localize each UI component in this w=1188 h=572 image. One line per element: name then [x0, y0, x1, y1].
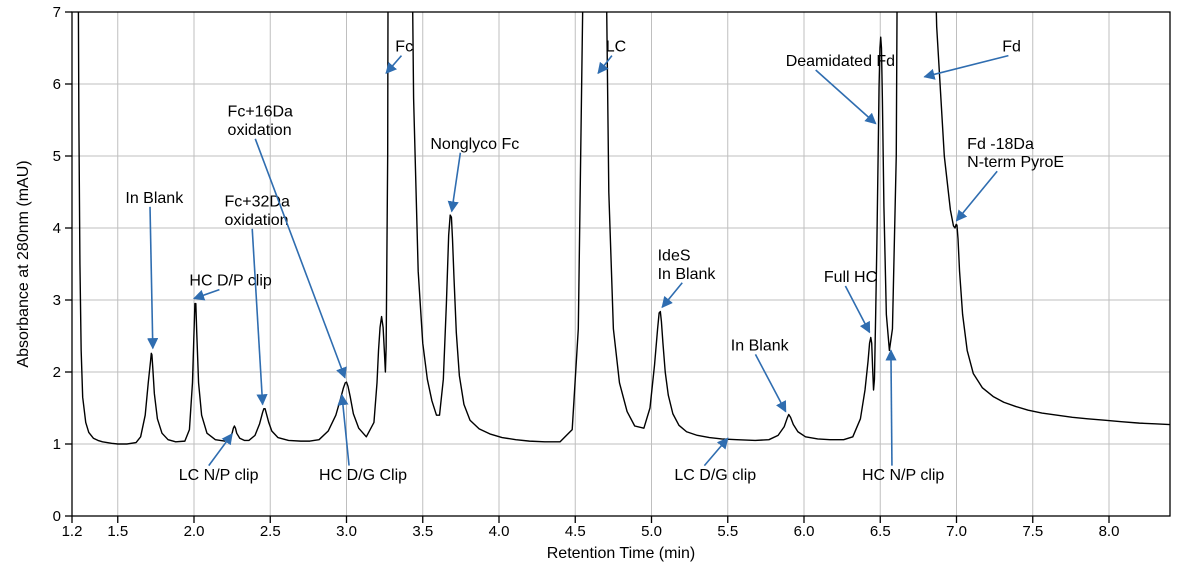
annotation-lc_np: LC N/P clip	[179, 467, 259, 484]
annotation-fc16: Fc+16Daoxidation	[228, 103, 293, 138]
annotation-hc_dp_clip: HC D/P clip	[189, 273, 271, 290]
svg-text:6.5: 6.5	[870, 523, 891, 540]
svg-text:4.5: 4.5	[565, 523, 586, 540]
svg-text:5: 5	[53, 148, 61, 165]
annotation-fc: Fc	[395, 39, 413, 56]
svg-text:3: 3	[53, 292, 61, 309]
annotation-fd: Fd	[1002, 39, 1021, 56]
annotation-nonglyco_fc: Nonglyco Fc	[430, 136, 519, 153]
y-axis: 0 1 2 3 4 5 6 7	[53, 4, 72, 525]
svg-text:3.5: 3.5	[412, 523, 433, 540]
annotation-lc: LC	[606, 39, 626, 56]
annotation-deamidated_fd: Deamidated Fd	[786, 53, 895, 70]
svg-text:5.5: 5.5	[717, 523, 738, 540]
svg-text:2.0: 2.0	[184, 523, 205, 540]
x-axis-label: Retention Time (min)	[547, 545, 696, 562]
y-axis-label: Absorbance at 280nm (mAU)	[15, 160, 32, 367]
chromatogram-chart: 1.2 1.5 2.0 2.5 3.0 3.5 4.0 4.5 5.0 5.5 6.0 6.5 7.0 7…	[0, 0, 1188, 572]
x-axis: 1.2 1.5 2.0 2.5 3.0 3.5 4.0 4.5 5.0 5.5 6.0 6.5 7.0 7…	[62, 516, 1120, 562]
svg-text:7.5: 7.5	[1022, 523, 1043, 540]
svg-text:7: 7	[53, 4, 61, 21]
svg-text:1.2: 1.2	[62, 523, 83, 540]
svg-text:5.0: 5.0	[641, 523, 662, 540]
annotation-in_blank_1: In Blank	[125, 190, 184, 207]
annotation-lc_dg: LC D/G clip	[674, 467, 756, 484]
svg-text:1.5: 1.5	[107, 523, 128, 540]
svg-text:0: 0	[53, 508, 61, 525]
annotation-full_hc: Full HC	[824, 269, 877, 286]
svg-text:8.0: 8.0	[1099, 523, 1120, 540]
annotation-hc_np: HC N/P clip	[862, 467, 944, 484]
annotation-fc32: Fc+32Daoxidation	[225, 193, 290, 228]
svg-text:6: 6	[53, 76, 61, 93]
svg-text:7.0: 7.0	[946, 523, 967, 540]
svg-text:2.5: 2.5	[260, 523, 281, 540]
annotation-arrow-hc_np	[891, 350, 892, 465]
annotation-hc_dg: HC D/G Clip	[319, 467, 407, 484]
svg-text:1: 1	[53, 436, 61, 453]
svg-text:6.0: 6.0	[794, 523, 815, 540]
svg-text:4.0: 4.0	[489, 523, 510, 540]
svg-text:2: 2	[53, 364, 61, 381]
annotation-in_blank_3: In Blank	[731, 337, 790, 354]
svg-text:4: 4	[53, 220, 61, 237]
svg-text:3.0: 3.0	[336, 523, 357, 540]
